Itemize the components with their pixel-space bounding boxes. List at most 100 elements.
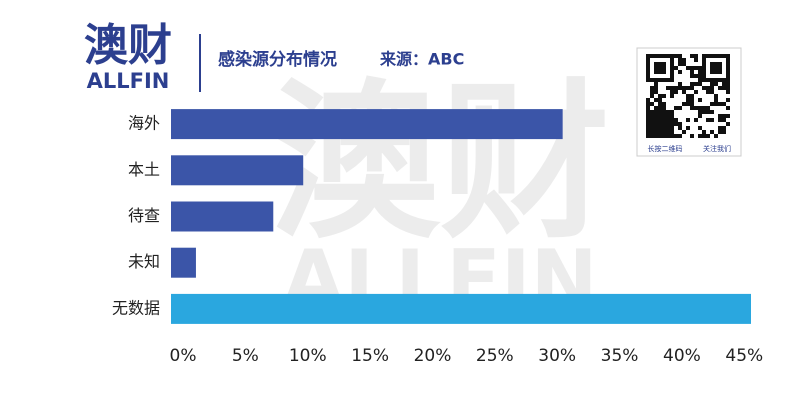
qr-cell <box>726 74 730 78</box>
qr-cell <box>714 102 718 106</box>
qr-cell <box>710 70 714 74</box>
qr-cell <box>654 110 658 114</box>
qr-cell <box>674 106 678 110</box>
qr-cell <box>650 134 654 138</box>
x-tick-label: 45% <box>725 346 763 366</box>
x-tick-label: 20% <box>414 346 452 366</box>
qr-cell <box>722 78 726 82</box>
qr-cell <box>710 110 714 114</box>
qr-cell <box>674 90 678 94</box>
qr-cell <box>662 118 666 122</box>
qr-cell <box>650 94 654 98</box>
qr-cell <box>718 118 722 122</box>
qr-cell <box>718 66 722 70</box>
qr-cell <box>658 102 662 106</box>
qr-cell <box>710 86 714 90</box>
qr-cell <box>698 134 702 138</box>
qr-cell <box>666 126 670 130</box>
x-tick-label: 30% <box>538 346 576 366</box>
qr-cell <box>662 126 666 130</box>
qr-cell <box>670 126 674 130</box>
qr-cell <box>706 78 710 82</box>
qr-cell <box>654 122 658 126</box>
qr-cell <box>662 134 666 138</box>
qr-code <box>646 54 730 138</box>
qr-cell <box>666 130 670 134</box>
qr-cell <box>686 126 690 130</box>
qr-cell <box>678 70 682 74</box>
qr-cell <box>646 54 650 58</box>
qr-cell <box>666 122 670 126</box>
qr-cell <box>726 98 730 102</box>
qr-cell <box>694 118 698 122</box>
qr-cell <box>686 66 690 70</box>
qr-cell <box>690 86 694 90</box>
qr-cell <box>670 90 674 94</box>
qr-cell <box>678 82 682 86</box>
qr-cell <box>670 74 674 78</box>
qr-cell <box>702 58 706 62</box>
qr-cell <box>654 134 658 138</box>
qr-cell <box>646 106 650 110</box>
qr-cell <box>694 82 698 86</box>
qr-cell <box>658 78 662 82</box>
qr-cell <box>710 82 714 86</box>
qr-cell <box>658 98 662 102</box>
qr-cell <box>690 74 694 78</box>
qr-cell <box>674 134 678 138</box>
y-tick-label: 本土 <box>128 160 160 179</box>
qr-cell <box>718 114 722 118</box>
qr-cell <box>694 74 698 78</box>
qr-cell <box>646 126 650 130</box>
qr-cell <box>714 66 718 70</box>
qr-cell <box>662 130 666 134</box>
qr-cell <box>654 106 658 110</box>
qr-cell <box>722 54 726 58</box>
qr-cell <box>670 114 674 118</box>
qr-cell <box>646 122 650 126</box>
qr-cell <box>690 98 694 102</box>
x-tick-label: 35% <box>601 346 639 366</box>
source: 来源：ABC <box>379 50 464 69</box>
qr-cell <box>646 114 650 118</box>
qr-cell <box>670 58 674 62</box>
qr-cell <box>710 118 714 122</box>
qr-cell <box>694 90 698 94</box>
qr-cell <box>686 86 690 90</box>
qr-caption-left: 长按二维码 <box>648 144 683 153</box>
qr-cell <box>726 82 730 86</box>
qr-cell <box>658 62 662 66</box>
qr-cell <box>698 126 702 130</box>
qr-cell <box>670 110 674 114</box>
qr-cell <box>654 54 658 58</box>
qr-cell <box>646 62 650 66</box>
qr-cell <box>662 70 666 74</box>
y-tick-label: 待查 <box>128 206 160 225</box>
qr-cell <box>726 70 730 74</box>
qr-cell <box>654 78 658 82</box>
qr-cell <box>678 126 682 130</box>
qr-cell <box>666 110 670 114</box>
qr-cell <box>662 122 666 126</box>
qr-cell <box>670 130 674 134</box>
qr-cell <box>698 110 702 114</box>
qr-cell <box>666 86 670 90</box>
qr-cell <box>702 74 706 78</box>
qr-cell <box>710 66 714 70</box>
qr-cell <box>646 78 650 82</box>
qr-cell <box>678 62 682 66</box>
qr-cell <box>690 70 694 74</box>
qr-cell <box>686 94 690 98</box>
logo: 澳财 <box>84 20 172 71</box>
qr-cell <box>702 110 706 114</box>
qr-cell <box>646 130 650 134</box>
y-tick-label: 海外 <box>128 114 160 133</box>
qr-cell <box>662 106 666 110</box>
qr-cell <box>646 134 650 138</box>
qr-cell <box>690 54 694 58</box>
y-tick-label: 无数据 <box>112 298 160 317</box>
qr-cell <box>670 54 674 58</box>
qr-cell <box>682 90 686 94</box>
qr-cell <box>726 106 730 110</box>
qr-cell <box>702 130 706 134</box>
